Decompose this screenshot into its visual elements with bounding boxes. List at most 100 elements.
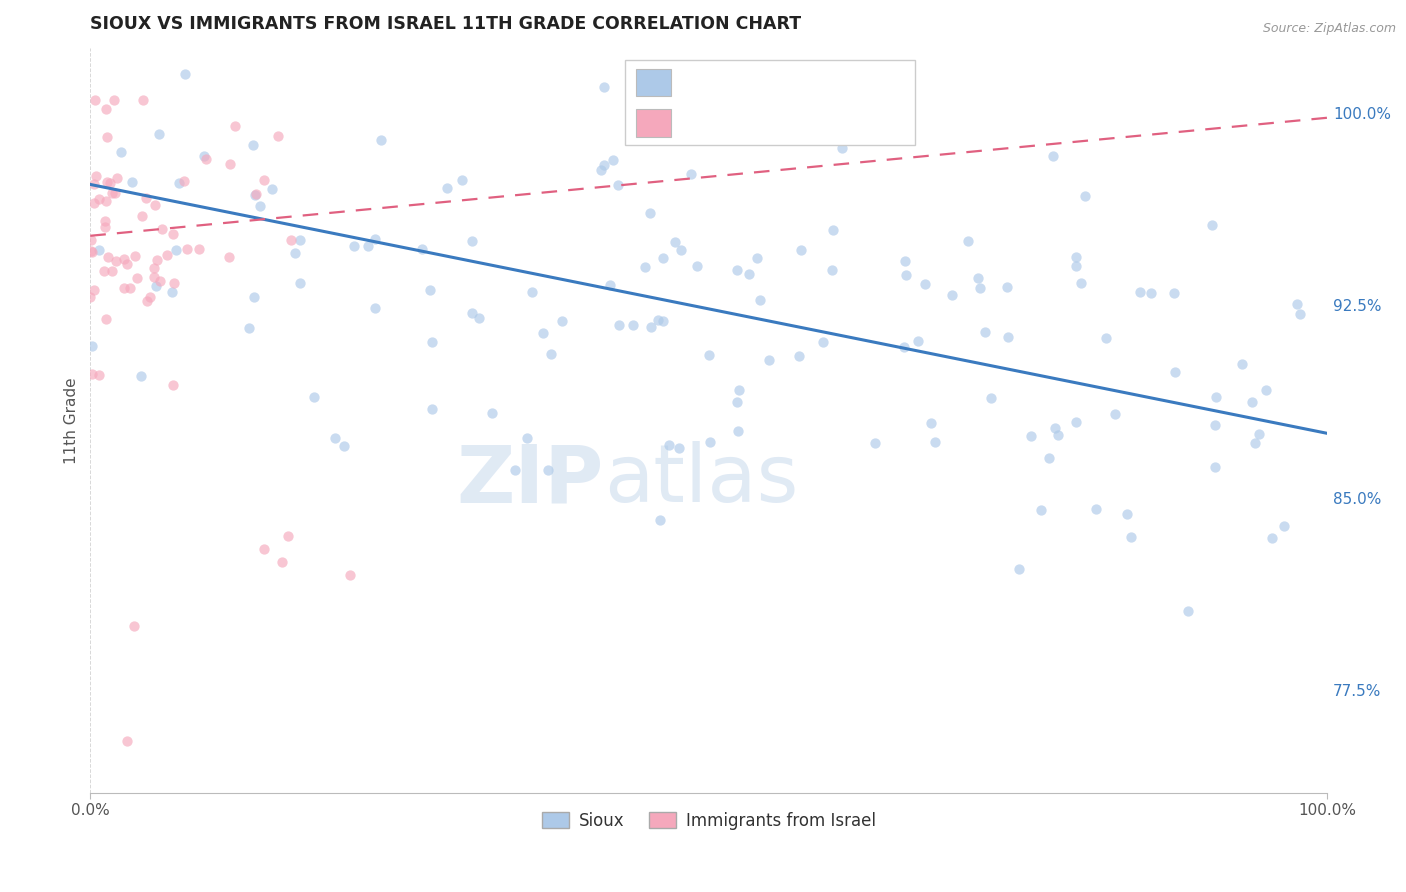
Point xyxy=(364,301,387,316)
Point xyxy=(907,334,929,349)
Point xyxy=(609,318,631,332)
Point xyxy=(697,348,720,362)
Point xyxy=(699,435,721,450)
Point xyxy=(790,243,813,257)
Point xyxy=(592,158,614,172)
Point xyxy=(941,288,963,302)
Point xyxy=(606,178,628,192)
Point xyxy=(160,285,183,299)
Point xyxy=(893,339,915,353)
Point xyxy=(505,463,527,477)
Point xyxy=(831,141,853,155)
Point xyxy=(94,102,117,116)
Point xyxy=(592,80,614,95)
Point xyxy=(461,306,484,320)
Point xyxy=(1008,562,1031,576)
Point xyxy=(131,93,153,107)
Point xyxy=(461,234,484,248)
Point xyxy=(966,271,988,285)
Point xyxy=(267,129,290,144)
Point xyxy=(103,93,125,107)
Point xyxy=(1084,502,1107,516)
Point xyxy=(117,734,139,748)
Point xyxy=(1204,418,1226,433)
Point xyxy=(122,619,145,633)
Point xyxy=(516,431,538,445)
Point xyxy=(80,339,103,353)
Point xyxy=(728,383,751,397)
Point xyxy=(145,253,167,268)
Point xyxy=(145,278,167,293)
Point xyxy=(249,199,271,213)
Point xyxy=(218,250,240,264)
Point xyxy=(995,280,1018,294)
Point xyxy=(219,157,242,171)
Point xyxy=(997,329,1019,343)
Point xyxy=(813,334,835,349)
Point xyxy=(343,238,366,252)
Point xyxy=(520,285,543,299)
Point xyxy=(150,222,173,236)
Point xyxy=(1064,415,1087,429)
Point xyxy=(238,321,260,335)
Point xyxy=(194,152,217,166)
Point xyxy=(640,320,662,334)
Point xyxy=(94,312,117,326)
Point xyxy=(652,314,675,328)
Point xyxy=(1064,250,1087,264)
Point xyxy=(537,463,560,477)
Point xyxy=(80,233,103,247)
Point xyxy=(162,378,184,392)
Point xyxy=(245,187,267,202)
Point xyxy=(169,176,191,190)
Point xyxy=(686,260,709,274)
Point xyxy=(1043,421,1066,435)
Point xyxy=(149,274,172,288)
Point xyxy=(187,243,209,257)
Point xyxy=(142,270,165,285)
Text: ZIP: ZIP xyxy=(457,441,603,519)
Point xyxy=(82,367,104,381)
Point xyxy=(1177,604,1199,618)
Point xyxy=(136,293,159,308)
Point xyxy=(98,176,121,190)
Point xyxy=(124,249,146,263)
Point xyxy=(787,350,810,364)
Point xyxy=(129,369,152,384)
Point xyxy=(419,283,441,297)
Point xyxy=(1164,365,1187,379)
Point xyxy=(1073,189,1095,203)
Point xyxy=(162,227,184,241)
Text: atlas: atlas xyxy=(603,441,799,519)
Point xyxy=(163,276,186,290)
Point xyxy=(749,293,772,307)
Point xyxy=(725,394,748,409)
Point xyxy=(84,169,107,183)
Point xyxy=(176,243,198,257)
Point xyxy=(1289,307,1312,321)
Point xyxy=(93,264,115,278)
Point xyxy=(323,431,346,445)
Point xyxy=(1201,219,1223,233)
Point xyxy=(1070,276,1092,290)
Point xyxy=(121,175,143,189)
Point xyxy=(94,214,117,228)
Point xyxy=(100,264,122,278)
Point xyxy=(104,186,127,200)
Point xyxy=(94,220,117,235)
Text: Source: ZipAtlas.com: Source: ZipAtlas.com xyxy=(1263,22,1396,36)
Point xyxy=(974,325,997,339)
Point xyxy=(110,145,132,159)
Point xyxy=(420,334,443,349)
Point xyxy=(1285,297,1308,311)
Point xyxy=(1019,428,1042,442)
Point xyxy=(550,314,572,328)
Point xyxy=(540,347,562,361)
Point xyxy=(1129,285,1152,299)
Point xyxy=(738,268,761,282)
Point xyxy=(1047,428,1070,442)
Text: SIOUX VS IMMIGRANTS FROM ISRAEL 11TH GRADE CORRELATION CHART: SIOUX VS IMMIGRANTS FROM ISRAEL 11TH GRA… xyxy=(90,15,801,33)
Point xyxy=(105,171,128,186)
Point xyxy=(1031,503,1053,517)
Point xyxy=(115,257,138,271)
